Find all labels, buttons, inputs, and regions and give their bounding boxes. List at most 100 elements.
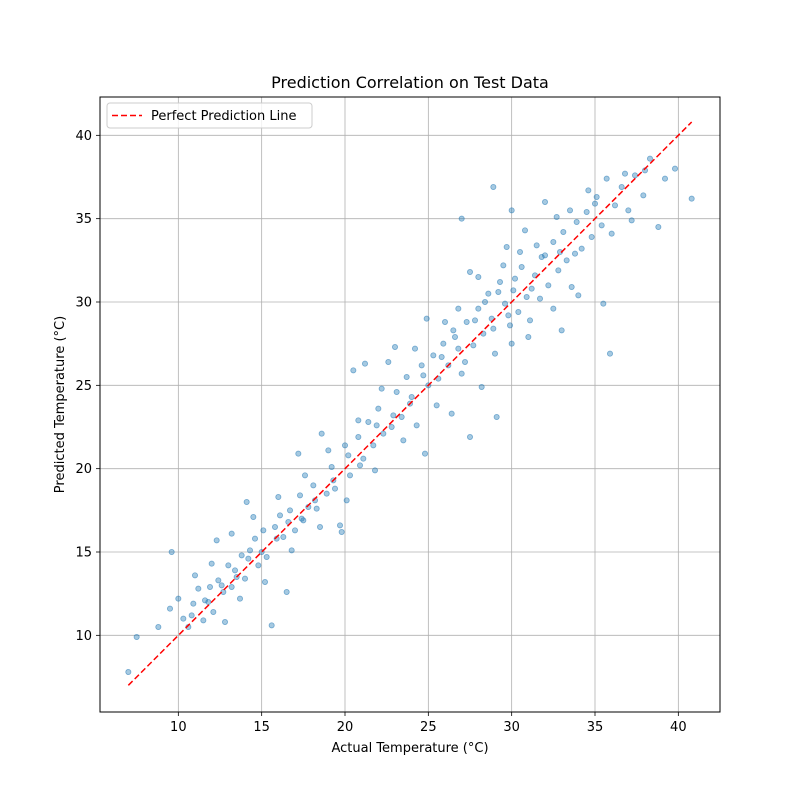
data-point — [506, 322, 513, 329]
y-tick-label: 40 — [75, 129, 92, 144]
x-tick-label: 30 — [503, 720, 520, 735]
data-point — [542, 252, 549, 259]
data-point — [190, 600, 197, 607]
chart-title: Prediction Correlation on Test Data — [271, 73, 549, 92]
data-point — [550, 305, 557, 312]
data-point — [440, 340, 447, 347]
data-point — [655, 223, 662, 230]
data-point — [573, 218, 580, 225]
data-point — [310, 482, 317, 489]
data-point — [268, 622, 275, 629]
data-point — [430, 352, 437, 359]
data-point — [360, 455, 367, 462]
data-point — [295, 450, 302, 457]
data-point — [336, 522, 343, 529]
data-point — [478, 383, 485, 390]
data-point — [188, 612, 195, 619]
data-point — [515, 308, 522, 315]
data-point — [205, 599, 212, 606]
data-point — [261, 579, 268, 586]
data-point — [125, 669, 132, 676]
data-point — [608, 230, 615, 237]
data-point — [275, 493, 282, 500]
perfect-prediction-line — [127, 121, 693, 686]
data-point — [466, 433, 473, 440]
y-tick-label: 10 — [75, 629, 92, 644]
y-tick-label: 20 — [75, 462, 92, 477]
data-point — [490, 183, 497, 190]
data-point — [438, 353, 445, 360]
data-point — [647, 155, 654, 162]
data-point — [421, 450, 428, 457]
data-point — [560, 228, 567, 235]
data-point — [228, 530, 235, 537]
data-point — [355, 417, 362, 424]
data-point — [495, 288, 502, 295]
data-point — [391, 343, 398, 350]
data-point — [567, 207, 574, 214]
data-point — [221, 619, 228, 626]
data-point — [213, 537, 220, 544]
data-point — [255, 562, 262, 569]
data-point — [505, 312, 512, 319]
data-point — [491, 350, 498, 357]
y-axis-ticks: 10 15 20 25 30 35 40 — [75, 129, 100, 644]
data-point — [481, 298, 488, 305]
grid-lines — [100, 97, 720, 712]
data-point — [236, 595, 243, 602]
data-point — [418, 362, 425, 369]
data-point — [538, 253, 545, 260]
data-point — [533, 242, 540, 249]
data-point — [632, 172, 639, 179]
data-point — [575, 292, 582, 299]
data-point — [603, 175, 610, 182]
data-point — [341, 442, 348, 449]
data-point — [433, 402, 440, 409]
data-point — [522, 227, 529, 234]
data-point — [555, 267, 562, 274]
data-point — [331, 485, 338, 492]
data-point — [466, 268, 473, 275]
data-point — [350, 367, 357, 374]
data-point — [215, 577, 222, 584]
data-point — [628, 217, 635, 224]
data-point — [542, 198, 549, 205]
data-point — [450, 327, 457, 334]
data-point — [400, 437, 407, 444]
data-point — [517, 248, 524, 255]
data-point — [451, 333, 458, 340]
data-point — [441, 318, 448, 325]
y-tick-label: 35 — [75, 212, 92, 227]
data-point — [455, 305, 462, 312]
data-point — [206, 584, 213, 591]
data-point — [155, 624, 162, 631]
data-point — [420, 372, 427, 379]
data-point — [375, 405, 382, 412]
data-point — [260, 527, 267, 534]
data-point — [231, 567, 238, 574]
x-tick-label: 40 — [670, 720, 687, 735]
data-point — [688, 195, 695, 202]
data-point — [133, 634, 140, 641]
data-point — [471, 317, 478, 324]
data-point — [168, 549, 175, 556]
data-point — [600, 300, 607, 307]
data-point — [298, 515, 305, 522]
data-point — [510, 287, 517, 294]
x-axis-label: Actual Temperature (°C) — [331, 741, 488, 756]
data-point — [201, 597, 208, 604]
data-point — [572, 250, 579, 257]
data-point — [365, 418, 372, 425]
data-point — [612, 202, 619, 209]
data-point — [618, 183, 625, 190]
data-point — [455, 345, 462, 352]
data-point — [461, 358, 468, 365]
data-point — [490, 325, 497, 332]
data-point — [180, 615, 187, 622]
data-point — [550, 238, 557, 245]
data-point — [328, 463, 335, 470]
data-point — [625, 207, 632, 214]
legend: Perfect Prediction Line — [106, 102, 313, 129]
data-point — [210, 609, 217, 616]
